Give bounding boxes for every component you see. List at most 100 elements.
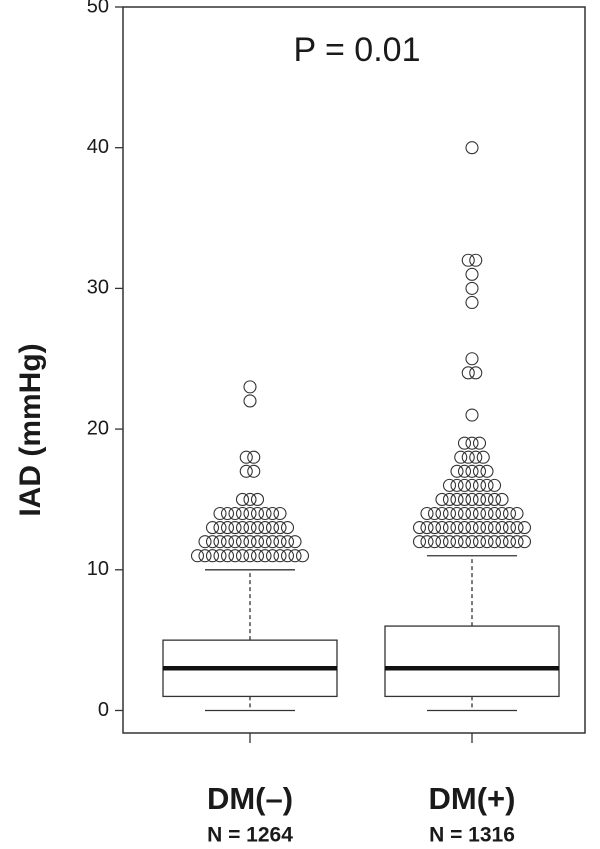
outlier: [480, 535, 494, 549]
outlier: [273, 521, 287, 535]
outlier: [461, 450, 475, 464]
outlier: [465, 521, 479, 535]
plot-frame: [122, 6, 586, 734]
outlier: [472, 535, 487, 549]
outlier: [450, 535, 464, 549]
outlier: [273, 535, 287, 549]
outlier: [517, 521, 532, 535]
y-tick-label: 50: [87, 0, 109, 17]
outlier: [510, 506, 524, 521]
outlier: [487, 478, 502, 492]
outlier: [469, 366, 483, 380]
outlier: [250, 535, 265, 549]
outlier: [235, 506, 250, 521]
category-label: DM(–): [207, 781, 293, 816]
outlier: [239, 450, 253, 464]
outlier: [480, 464, 494, 478]
outlier: [190, 549, 205, 563]
outlier: [480, 492, 494, 506]
outlier: [427, 535, 442, 549]
outlier: [502, 521, 517, 535]
outlier: [487, 521, 502, 535]
outlier: [480, 521, 494, 535]
outlier: [239, 464, 253, 478]
outlier: [235, 549, 250, 563]
outlier: [243, 506, 257, 521]
outlier: [273, 549, 287, 563]
outlier: [427, 521, 442, 535]
outlier: [442, 492, 457, 506]
outlier: [469, 253, 483, 267]
outlier: [247, 450, 261, 464]
outlier: [450, 492, 464, 506]
outlier: [250, 521, 265, 535]
outlier: [243, 521, 257, 535]
outlier: [450, 521, 464, 535]
outlier: [412, 521, 427, 535]
n-label: N = 1316: [429, 824, 515, 847]
outlier: [265, 535, 280, 549]
outlier: [250, 506, 265, 521]
outlier: [228, 506, 242, 521]
outlier: [220, 549, 235, 563]
outlier: [235, 492, 250, 506]
outlier: [502, 535, 517, 549]
outlier: [420, 521, 434, 535]
outlier: [205, 521, 220, 535]
outlier: [435, 521, 449, 535]
outlier: [265, 506, 280, 521]
outlier: [472, 436, 487, 450]
outlier: [288, 535, 302, 549]
outlier: [465, 464, 479, 478]
outlier: [420, 535, 434, 549]
outlier: [435, 535, 449, 549]
outlier: [280, 535, 295, 549]
outlier: [258, 549, 272, 563]
outlier: [472, 478, 487, 492]
outlier: [412, 535, 427, 549]
outlier: [235, 535, 250, 549]
outlier: [273, 506, 287, 521]
outlier: [487, 492, 502, 506]
outlier: [280, 521, 295, 535]
outlier: [457, 506, 472, 521]
y-tick-label: 20: [87, 417, 109, 439]
outlier: [205, 549, 220, 563]
outlier: [461, 253, 475, 267]
outlier: [228, 521, 242, 535]
n-label: N = 1264: [207, 824, 293, 847]
outlier: [472, 521, 487, 535]
outlier: [442, 535, 457, 549]
outlier: [495, 521, 509, 535]
outlier: [243, 394, 257, 408]
y-tick-label: 0: [98, 699, 109, 721]
outlier: [265, 521, 280, 535]
outlier: [480, 506, 494, 521]
outlier: [450, 464, 464, 478]
outlier: [442, 478, 457, 492]
outlier: [495, 535, 509, 549]
y-tick-label: 30: [87, 277, 109, 299]
outlier: [454, 450, 468, 464]
outlier: [487, 535, 502, 549]
outlier: [435, 492, 449, 506]
outlier: [228, 535, 242, 549]
outlier: [465, 535, 479, 549]
category-label: DM(+): [429, 781, 516, 816]
outlier: [461, 366, 475, 380]
box: [384, 625, 560, 698]
outlier: [495, 492, 509, 506]
outlier: [420, 506, 434, 521]
outlier: [457, 535, 472, 549]
outlier: [465, 281, 479, 295]
outlier: [265, 549, 280, 563]
outlier: [243, 492, 257, 506]
outlier: [517, 535, 532, 549]
outlier: [472, 464, 487, 478]
annotation: P = 0.01: [294, 31, 421, 69]
outlier: [213, 549, 227, 563]
outlier: [487, 506, 502, 521]
outlier: [427, 506, 442, 521]
outlier: [465, 295, 479, 310]
